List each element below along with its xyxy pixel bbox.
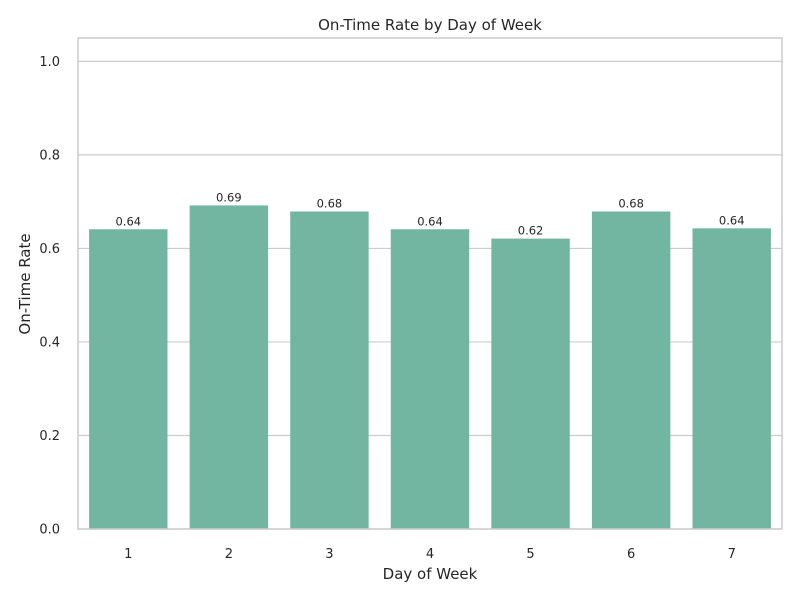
bar: [290, 211, 369, 529]
plot-frame: [77, 37, 783, 530]
bar: [89, 229, 168, 529]
y-axis-label: On-Time Rate: [16, 233, 34, 334]
y-tick-label: 0.0: [39, 523, 60, 538]
x-tick-label: 1: [124, 547, 132, 562]
bar-value-label: 0.68: [317, 196, 343, 210]
x-tick-label: 7: [728, 547, 736, 562]
bar-value-label: 0.64: [719, 213, 745, 227]
bar-value-label: 0.62: [518, 224, 544, 238]
x-tick-label: 3: [325, 547, 333, 562]
x-tick-label: 6: [627, 547, 635, 562]
y-tick-label: 0.6: [39, 242, 60, 257]
x-tick-label: 5: [526, 547, 534, 562]
x-tick-labels: 1 2 3 4 5 6 7: [124, 547, 736, 562]
bar: [692, 228, 771, 529]
bar: [189, 205, 269, 529]
x-axis-label: Day of Week: [383, 565, 478, 583]
bar: [491, 238, 570, 529]
y-tick-label: 0.4: [39, 335, 60, 350]
x-tick-label: 4: [426, 547, 434, 562]
y-tick-label: 0.8: [39, 148, 60, 163]
chart-title: On-Time Rate by Day of Week: [318, 16, 542, 34]
bar-value-label: 0.69: [216, 190, 242, 204]
y-tick-labels: 0.0 0.2 0.4 0.6 0.8 1.0: [39, 55, 60, 538]
data-labels: 0.64 0.69 0.68 0.64 0.62 0.68 0.64: [115, 190, 744, 237]
bar-value-label: 0.64: [115, 214, 141, 228]
bar-value-label: 0.64: [417, 214, 443, 228]
bars: [89, 205, 771, 529]
bar-value-label: 0.68: [618, 196, 644, 210]
x-tick-label: 2: [225, 547, 233, 562]
y-tick-label: 1.0: [39, 55, 60, 70]
bar: [390, 229, 470, 529]
bar: [591, 211, 671, 529]
y-tick-label: 0.2: [39, 429, 60, 444]
